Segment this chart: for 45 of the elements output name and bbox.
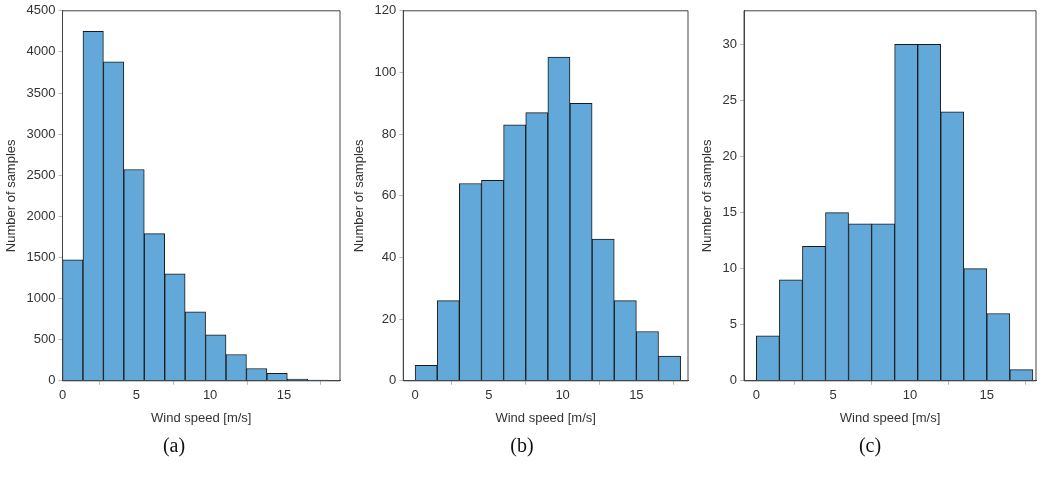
y-tick-label: 100 (374, 64, 397, 80)
y-tick-label: 1500 (26, 249, 56, 265)
y-tick-label: 1000 (26, 290, 56, 306)
x-tick-label: 0 (411, 387, 419, 403)
x-tick-label: 10 (902, 387, 918, 403)
y-tick-label: 40 (381, 249, 397, 265)
x-tick-label: 5 (829, 387, 837, 403)
x-tick-label: 5 (485, 387, 493, 403)
y-axis-title: Number of samples (351, 138, 367, 253)
x-axis-title: Wind speed [m/s] (839, 409, 941, 425)
text: (a) (162, 434, 186, 457)
y-tick-label: 3000 (26, 125, 56, 141)
y-tick-label: 120 (374, 2, 397, 18)
y-tick-label: 4000 (26, 43, 56, 59)
x-tick-label: 10 (202, 387, 218, 403)
y-tick-label: 500 (33, 331, 56, 347)
x-tick-label: 15 (276, 387, 292, 403)
y-tick-label: 10 (722, 260, 738, 276)
y-tick-label: 3500 (26, 84, 56, 100)
x-axis-title: Wind speed [m/s] (151, 409, 252, 425)
y-tick-label: 2000 (26, 207, 56, 223)
y-tick-label: 5 (729, 316, 738, 332)
y-tick-label: 0 (729, 372, 738, 388)
y-tick-label: 30 (722, 36, 738, 52)
y-tick-label: 0 (389, 372, 397, 388)
y-tick-label: 2500 (26, 166, 56, 182)
x-tick-label: 15 (979, 387, 995, 403)
x-tick-label: 10 (555, 387, 570, 403)
x-axis-title: Wind speed [m/s] (495, 409, 596, 425)
y-tick-label: 15 (722, 204, 738, 220)
x-tick-label: 15 (629, 387, 644, 403)
x-tick-label: 0 (752, 387, 760, 403)
y-tick-label: 25 (722, 92, 738, 108)
y-tick-label: 60 (381, 187, 397, 203)
y-axis-title: Number of samples (3, 138, 19, 253)
y-tick-label: 20 (381, 310, 397, 326)
y-tick-label: 4500 (26, 2, 56, 18)
y-tick-label: 80 (381, 125, 397, 141)
x-tick-label: 0 (58, 387, 67, 403)
text: (b) (510, 434, 534, 457)
x-tick-label: 5 (132, 387, 140, 403)
y-tick-label: 20 (722, 148, 738, 164)
text: (c) (858, 434, 882, 457)
y-axis-title: Number of samples (699, 138, 715, 253)
y-tick-label: 0 (48, 372, 56, 388)
